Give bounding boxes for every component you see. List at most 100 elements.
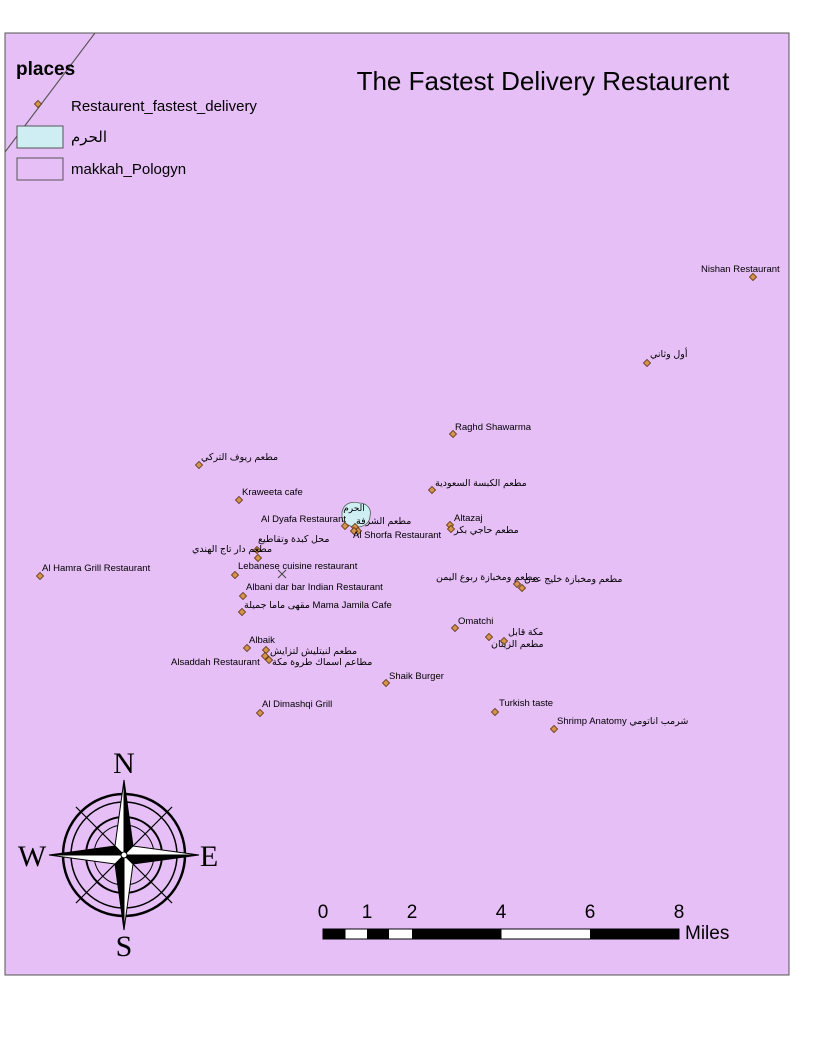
- place-point[interactable]: [549, 724, 559, 734]
- place-label: مطاعم اسماك طروة مكة: [272, 657, 372, 668]
- place-point[interactable]: [349, 526, 359, 536]
- place-point[interactable]: [517, 583, 527, 593]
- place-shrimp-anatomy[interactable]: Shrimp Anatomy شرمب اناتومي: [549, 716, 688, 734]
- place-point[interactable]: [237, 607, 247, 617]
- place-point[interactable]: [512, 579, 522, 589]
- place-al-dimashqi-grill[interactable]: Al Dimashqi Grill: [255, 699, 332, 718]
- place-point[interactable]: [234, 495, 244, 505]
- place-kabsa-saudi[interactable]: مطعم الكبسة السعودية: [427, 478, 527, 495]
- legend-haram-swatch: [16, 125, 64, 149]
- place-point[interactable]: [450, 623, 460, 633]
- place-awal-wa-thani[interactable]: أول وثاني: [642, 347, 688, 368]
- place-label: مطعم ريوف التركي: [201, 452, 278, 463]
- place-lenitlish[interactable]: مطعم لنيتليش لتزايش: [260, 645, 357, 661]
- place-point[interactable]: [260, 651, 270, 661]
- place-turkish-taste[interactable]: Turkish taste: [490, 698, 553, 717]
- place-kraweeta-cafe[interactable]: Kraweeta cafe: [234, 487, 303, 505]
- compass-east-label: E: [200, 840, 218, 873]
- place-ryof-turkish[interactable]: مطعم ريوف التركي: [194, 452, 278, 470]
- place-point[interactable]: [230, 570, 240, 580]
- place-mama-jamila-cafe[interactable]: مقهى ماما جميلة Mama Jamila Cafe: [237, 600, 392, 617]
- haram-area: [341, 501, 371, 528]
- place-label: Raghd Shawarma: [455, 422, 532, 433]
- place-point[interactable]: [446, 524, 456, 534]
- place-label: أول وثاني: [650, 347, 688, 360]
- place-label: Al Dimashqi Grill: [262, 699, 332, 710]
- compass-west-label: W: [18, 840, 47, 873]
- place-albaik[interactable]: Albaik: [242, 635, 275, 653]
- scale-tick-1: 1: [362, 902, 373, 923]
- place-label: Lebanese cuisine restaurant: [238, 561, 358, 572]
- place-point[interactable]: [499, 636, 509, 646]
- place-al-dyafa[interactable]: Al Dyafa Restaurant: [261, 514, 350, 531]
- place-label: مطعم لنيتليش لتزايش: [270, 646, 357, 657]
- place-point[interactable]: [253, 553, 263, 563]
- place-alsaddah[interactable]: Alsaddah Restaurant: [171, 655, 274, 668]
- place-point[interactable]: [381, 678, 391, 688]
- place-haji-bakr[interactable]: مطعم حاجي بكر: [446, 524, 519, 536]
- place-point[interactable]: [238, 591, 248, 601]
- place-point[interactable]: [252, 545, 262, 555]
- place-point[interactable]: [340, 521, 350, 531]
- place-point[interactable]: [448, 429, 458, 439]
- place-point[interactable]: [748, 272, 758, 282]
- place-point[interactable]: [427, 485, 437, 495]
- place-point[interactable]: [255, 708, 265, 718]
- north-arrow-icon: N S E W: [18, 747, 218, 963]
- map-title: The Fastest Delivery Restaurent: [357, 66, 731, 96]
- place-label: Al Dyafa Restaurant: [261, 514, 346, 525]
- place-label: Kraweeta cafe: [242, 487, 303, 498]
- place-point[interactable]: [264, 655, 274, 665]
- place-label: Nishan Restaurant: [701, 264, 780, 275]
- place-label: مطعم دار تاج الهندي: [192, 544, 272, 555]
- compass-south-label: S: [116, 930, 133, 963]
- scale-bar: 0 1 2 4 6 8 Miles: [318, 902, 730, 944]
- haram-label: الحرم: [343, 503, 365, 513]
- legend-item-restaurants: Restaurent_fastest_delivery: [71, 98, 257, 115]
- place-point[interactable]: [642, 358, 652, 368]
- legend-point-symbol: [33, 99, 43, 109]
- place-omatchi[interactable]: Omatchi: [450, 616, 493, 633]
- place-label: محل كبدة وتقاطيع: [258, 534, 329, 545]
- place-label: مطعم ومخبازة ربوع اليمن: [436, 572, 538, 583]
- center-cross-marker: [277, 569, 287, 579]
- place-shaik-burger[interactable]: Shaik Burger: [381, 671, 444, 688]
- legend-polygon-swatch: [16, 157, 64, 181]
- place-dar-taj-indian[interactable]: مطعم دار تاج الهندي: [192, 544, 272, 563]
- place-nishan[interactable]: Nishan Restaurant: [701, 264, 780, 282]
- place-lebanese-cuisine[interactable]: Lebanese cuisine restaurant: [230, 561, 358, 580]
- place-roboa-alyemen[interactable]: مطعم ومخبازة ربوع اليمن: [436, 572, 538, 589]
- place-label: مطعم الزيتان: [491, 639, 544, 650]
- place-point[interactable]: [261, 645, 271, 655]
- place-point[interactable]: [194, 460, 204, 470]
- place-label: Turkish taste: [499, 698, 553, 709]
- place-label: مطعم ومخبازة خليج عدن: [524, 574, 623, 585]
- place-albani-dar-bar[interactable]: Albani dar bar Indian Restaurant: [238, 582, 383, 601]
- scale-unit: Miles: [685, 923, 729, 944]
- compass-north-label: N: [113, 747, 135, 780]
- places-layer: Nishan Restaurant أول وثاني Raghd Shawar…: [35, 264, 780, 734]
- place-point[interactable]: [490, 707, 500, 717]
- place-asmak-tarwat-makkah[interactable]: مطاعم اسماك طروة مكة: [272, 657, 372, 668]
- place-label: Shrimp Anatomy شرمب اناتومي: [557, 716, 688, 727]
- place-label: مقهى ماما جميلة Mama Jamila Cafe: [244, 600, 392, 611]
- place-kebda-taqateea[interactable]: محل كبدة وتقاطيع: [258, 534, 329, 545]
- legend-item-haram: الحرم: [71, 129, 107, 146]
- place-point[interactable]: [35, 571, 45, 581]
- place-point[interactable]: [484, 632, 494, 642]
- place-label: مطعم حاجي بكر: [453, 525, 519, 536]
- place-label: Altazaj: [454, 513, 483, 524]
- legend-item-polygon: makkah_Pologyn: [71, 161, 186, 178]
- place-al-shorfa[interactable]: Al Shorfa Restaurant: [349, 526, 442, 541]
- scale-tick-6: 6: [585, 902, 596, 923]
- place-point[interactable]: [242, 643, 252, 653]
- place-alzaytan[interactable]: مطعم الزيتان: [491, 636, 544, 650]
- place-khaleej-aden[interactable]: مطعم ومخبازة خليج عدن: [517, 574, 623, 593]
- scale-tick-4: 4: [496, 902, 507, 923]
- place-label: مكة قابل: [508, 627, 543, 638]
- place-al-hamra-grill[interactable]: Al Hamra Grill Restaurant: [35, 563, 151, 581]
- scale-tick-8: 8: [674, 902, 685, 923]
- place-raghd-shawarma[interactable]: Raghd Shawarma: [448, 422, 532, 439]
- place-makkah-qabil[interactable]: مكة قابل: [484, 627, 543, 642]
